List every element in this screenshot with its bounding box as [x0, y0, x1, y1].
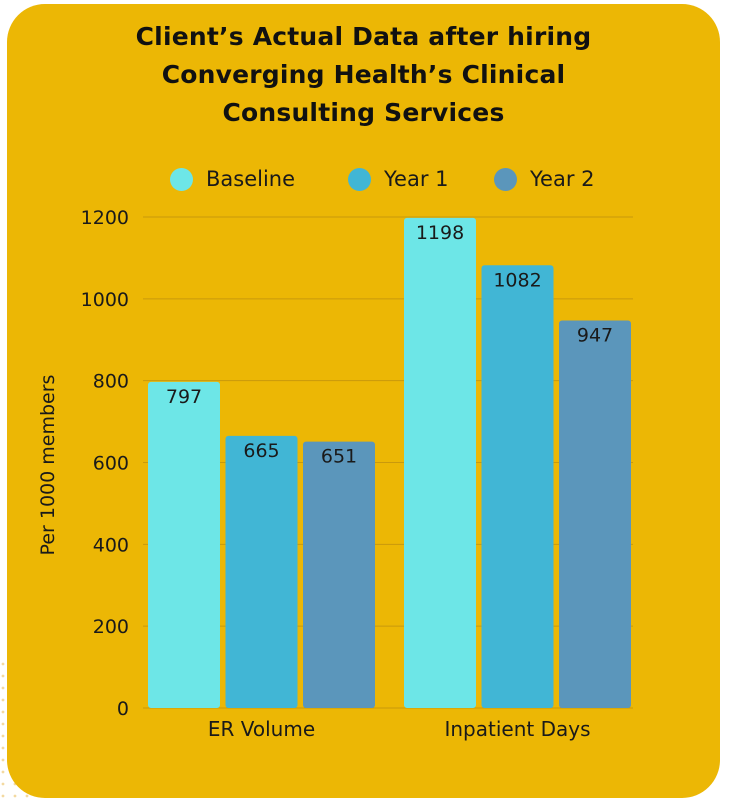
y-tick-label: 600	[93, 453, 129, 475]
legend-label-year-2: Year 2	[530, 167, 595, 191]
legend-swatch-baseline	[170, 167, 193, 191]
decorative-dot	[1, 710, 5, 714]
bar	[303, 441, 375, 708]
decorative-dot	[13, 794, 17, 798]
legend-label-year-1: Year 1	[384, 167, 449, 191]
data-label: 1082	[493, 269, 541, 291]
y-tick-label: 1200	[81, 207, 129, 229]
legend-item-baseline: Baseline	[170, 162, 295, 196]
chart-title-line-2: Converging Health’s Clinical	[161, 60, 566, 89]
decorative-dot	[1, 746, 5, 750]
data-label: 651	[321, 446, 357, 468]
y-tick-label: 0	[117, 698, 129, 720]
chart-card: Client’s Actual Data after hiring Conver…	[7, 4, 720, 798]
bar-chart-plot: 0 200 400 600 800 1000 1200 Per 1000 members 797…	[37, 207, 633, 741]
legend-item-year-2: Year 2	[494, 162, 595, 196]
decorative-dot	[1, 662, 5, 666]
decorative-dot	[1, 722, 5, 726]
decorative-dot	[1, 734, 5, 738]
bar	[481, 265, 554, 708]
decorative-dot	[1, 782, 5, 786]
data-label: 665	[243, 440, 279, 462]
legend-swatch-year-1	[348, 167, 371, 191]
decorative-dot	[1, 686, 5, 690]
decorative-dot	[1, 698, 5, 702]
bar	[148, 381, 220, 708]
x-category-label: ER Volume	[208, 717, 315, 741]
chart-title-line-1: Client’s Actual Data after hiring	[135, 22, 592, 51]
decorative-dot	[25, 794, 29, 798]
legend-item-year-1: Year 1	[348, 162, 449, 196]
bar	[225, 435, 298, 708]
chart-title-line-3: Consulting Services	[222, 98, 505, 127]
legend-label-baseline: Baseline	[206, 167, 296, 191]
decorative-dot	[1, 674, 5, 678]
legend-swatch-year-2	[494, 167, 517, 191]
data-label: 1198	[416, 222, 464, 244]
decorative-dot	[1, 758, 5, 762]
y-tick-label: 800	[93, 371, 129, 393]
bar	[404, 217, 476, 708]
decorative-dot	[1, 770, 5, 774]
decorative-dot	[1, 794, 5, 798]
chart-legend: Baseline Year 1 Year 2	[7, 162, 720, 196]
y-axis-label: Per 1000 members	[37, 375, 59, 556]
x-category-label: Inpatient Days	[444, 717, 590, 741]
y-tick-label: 200	[93, 616, 129, 638]
y-tick-label: 400	[93, 534, 129, 556]
chart-title: Client’s Actual Data after hiring Conver…	[7, 18, 720, 132]
data-label: 947	[577, 325, 613, 347]
bar	[559, 320, 631, 708]
data-label: 797	[166, 386, 202, 408]
y-tick-label: 1000	[81, 289, 129, 311]
